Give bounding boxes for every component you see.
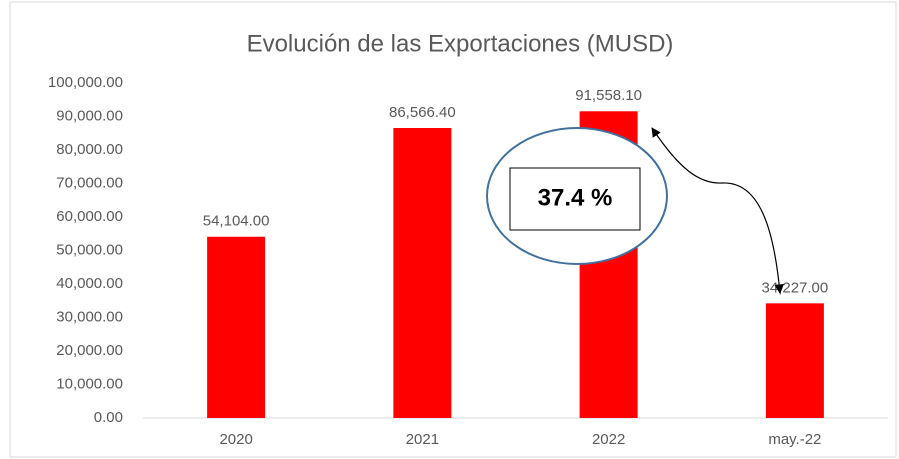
data-label: 54,104.00: [203, 213, 270, 230]
y-tick-label: 30,000.00: [56, 308, 123, 325]
x-tick-label: 2022: [592, 431, 625, 448]
bar: [765, 303, 824, 418]
data-label: 86,566.40: [389, 104, 456, 121]
bar: [393, 128, 452, 418]
y-tick-label: 50,000.00: [56, 241, 123, 258]
chart-frame: [9, 1, 897, 458]
y-tick-label: 0.00: [94, 409, 123, 426]
annotation-arrow: [651, 127, 784, 294]
bar: [207, 236, 266, 418]
x-tick-label: 2021: [406, 431, 439, 448]
x-tick-label: may.-22: [768, 431, 821, 448]
chart-title: Evolución de las Exportaciones (MUSD): [247, 30, 674, 57]
data-label: 91,558.10: [575, 87, 642, 104]
y-tick-label: 80,000.00: [56, 141, 123, 158]
y-tick-label: 100,000.00: [48, 74, 123, 91]
y-tick-label: 70,000.00: [56, 174, 123, 191]
x-tick-label: 2020: [219, 431, 252, 448]
y-tick-label: 20,000.00: [56, 342, 123, 359]
y-tick-label: 90,000.00: [56, 107, 123, 124]
y-tick-label: 10,000.00: [56, 375, 123, 392]
annotation-text: 37.4 %: [538, 184, 613, 211]
y-tick-label: 40,000.00: [56, 275, 123, 292]
data-label: 34,227.00: [762, 279, 829, 296]
plot-area: 0.00 10,000.00 20,000.00 30,000.00 40,000.00…: [48, 74, 888, 448]
annotation: 37.4 %: [486, 127, 784, 294]
annotation-box: [509, 167, 641, 231]
y-tick-label: 60,000.00: [56, 208, 123, 225]
